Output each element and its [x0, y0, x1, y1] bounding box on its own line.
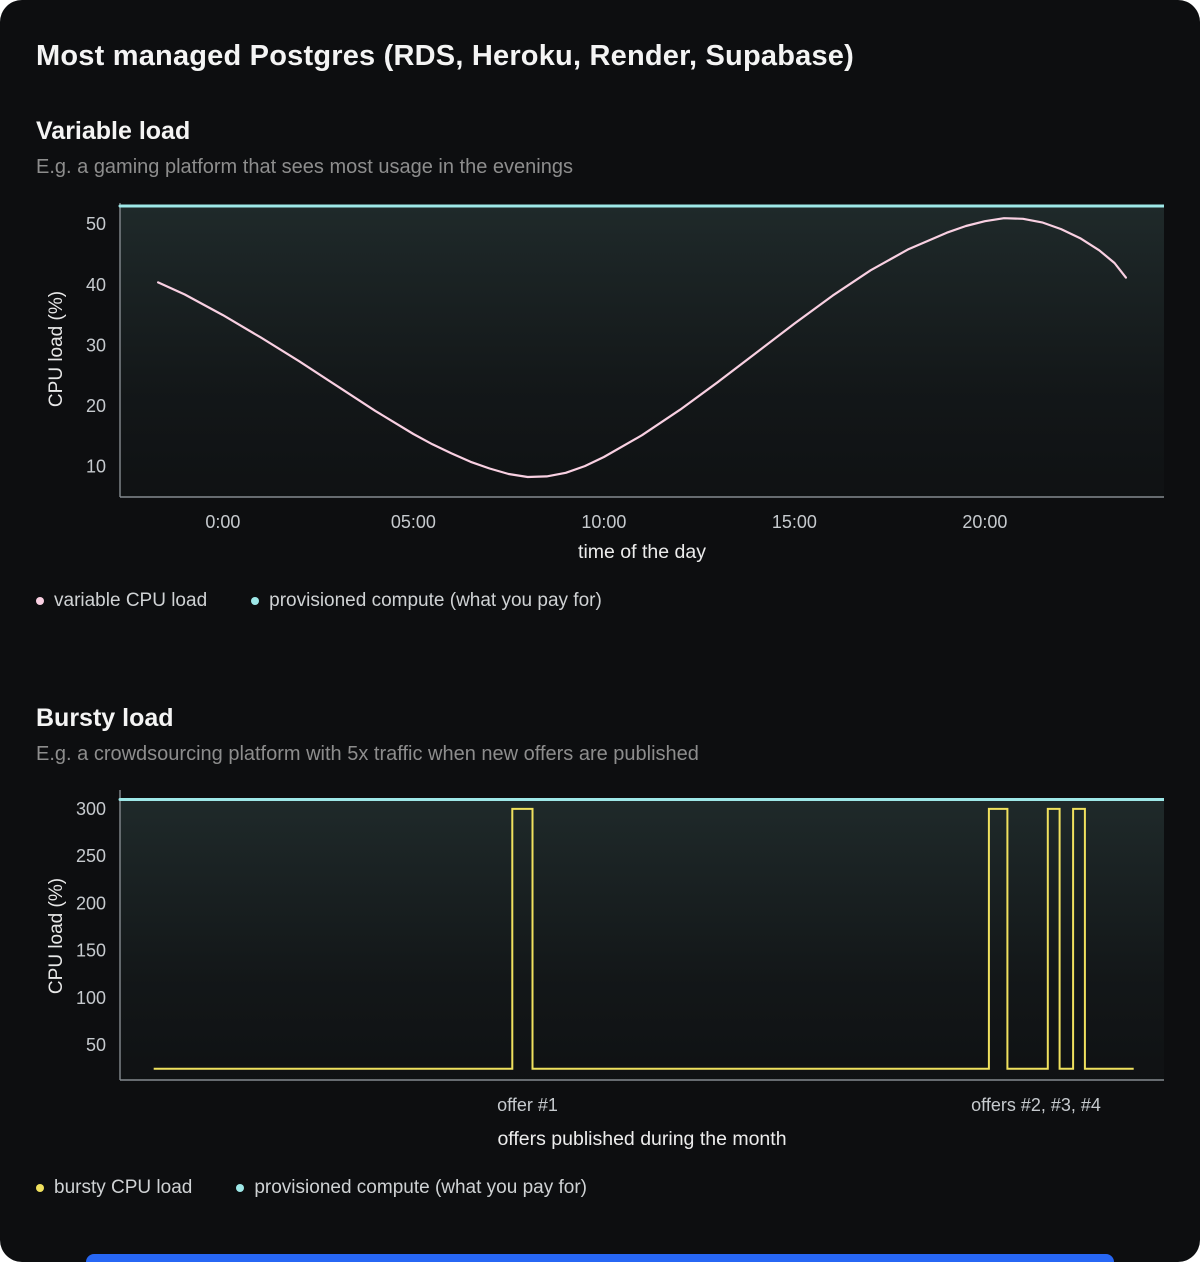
svg-text:20:00: 20:00 — [962, 512, 1007, 532]
legend-item: variable CPU load — [36, 590, 207, 612]
variable-cpu-load-dot-icon — [36, 597, 44, 605]
svg-text:10:00: 10:00 — [581, 512, 626, 532]
svg-text:100: 100 — [76, 988, 106, 1008]
variable-load-chart-wrap: CPU load (%) 10 20 30 40 50 0:00 05:00 10:00 15:… — [36, 199, 1164, 539]
svg-text:250: 250 — [76, 846, 106, 866]
svg-text:0:00: 0:00 — [205, 512, 240, 532]
variable-load-subtitle: E.g. a gaming platform that sees most us… — [36, 156, 573, 178]
svg-text:10: 10 — [86, 457, 106, 477]
variable-load-chart: 10 20 30 40 50 0:00 05:00 10:00 15:00 20:00 — [86, 203, 1164, 532]
svg-text:30: 30 — [86, 335, 106, 355]
variable-load-y-axis-label: CPU load (%) — [46, 290, 67, 408]
svg-text:40: 40 — [86, 275, 106, 295]
bursty-load-chart-wrap: CPU load (%) 50 100 150 200 250 300 offer #1 of… — [36, 786, 1164, 1126]
bottom-banner-partial[interactable] — [86, 1254, 1114, 1262]
variable-load-section: Variable load E.g. a gaming platform tha… — [36, 117, 1164, 612]
provisioned-compute-dot-icon — [236, 1184, 245, 1192]
bursty-cpu-load-dot-icon — [36, 1184, 44, 1192]
legend-label: provisioned compute (what you pay for) — [269, 590, 602, 611]
legend-label: variable CPU load — [54, 590, 208, 611]
bursty-load-section: Bursty load E.g. a crowdsourcing platfor… — [36, 704, 1164, 1199]
svg-text:20: 20 — [86, 396, 106, 416]
page-title: Most managed Postgres (RDS, Heroku, Rend… — [36, 40, 854, 72]
variable-load-heading: Variable load — [36, 117, 191, 145]
bursty-load-chart: 50 100 150 200 250 300 offer #1 offers #2, #3, … — [76, 790, 1164, 1115]
svg-text:50: 50 — [86, 1035, 106, 1055]
legend-item: provisioned compute (what you pay for) — [251, 590, 602, 612]
bursty-load-y-axis-label: CPU load (%) — [46, 877, 67, 995]
variable-load-legend: variable CPU load provisioned compute (w… — [36, 590, 1164, 612]
variable-load-x-axis-label: time of the day — [578, 541, 706, 563]
svg-text:15:00: 15:00 — [772, 512, 817, 532]
svg-text:150: 150 — [76, 941, 106, 961]
legend-label: bursty CPU load — [54, 1177, 193, 1198]
legend-item: bursty CPU load — [36, 1177, 192, 1199]
bursty-load-heading: Bursty load — [36, 704, 174, 732]
bursty-load-x-axis-label: offers published during the month — [497, 1128, 787, 1150]
legend-item: provisioned compute (what you pay for) — [236, 1177, 587, 1199]
svg-text:300: 300 — [76, 799, 106, 819]
provisioned-compute-dot-icon — [251, 597, 260, 605]
legend-label: provisioned compute (what you pay for) — [254, 1177, 588, 1198]
svg-text:offers #2, #3, #4: offers #2, #3, #4 — [971, 1095, 1101, 1115]
bursty-load-legend: bursty CPU load provisioned compute (wha… — [36, 1177, 1164, 1199]
svg-text:05:00: 05:00 — [391, 512, 436, 532]
svg-text:50: 50 — [86, 214, 106, 234]
svg-text:offer #1: offer #1 — [497, 1095, 558, 1115]
bursty-load-subtitle: E.g. a crowdsourcing platform with 5x tr… — [36, 743, 699, 765]
svg-text:200: 200 — [76, 893, 106, 913]
